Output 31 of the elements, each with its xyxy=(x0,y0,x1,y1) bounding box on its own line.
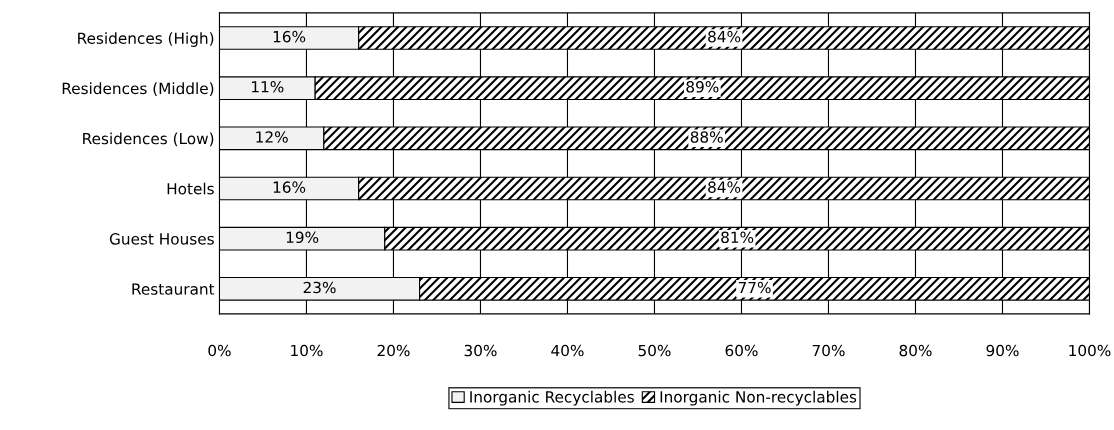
y-tick-label: Hotels xyxy=(167,182,214,195)
legend-label: Inorganic Recyclables xyxy=(470,390,634,406)
y-tick-label: Residences (High) xyxy=(78,32,214,47)
x-tick-label: 50% xyxy=(638,344,671,357)
x-tick-label: 60% xyxy=(725,344,758,357)
data-label: 11% xyxy=(252,81,284,93)
x-tick-label: 70% xyxy=(812,344,845,357)
x-tick-label: 30% xyxy=(464,344,497,357)
y-tick-label: Restaurant xyxy=(132,283,215,295)
y-tick-label: Residences (Middle) xyxy=(62,82,214,96)
data-label: 12% xyxy=(256,131,288,143)
x-tick-label: 20% xyxy=(377,344,410,357)
data-label: 84% xyxy=(708,181,741,193)
data-label: 23% xyxy=(303,281,336,294)
data-label: 16% xyxy=(273,30,306,43)
data-label: 16% xyxy=(273,181,306,193)
data-label: 89% xyxy=(686,81,719,93)
y-tick-label: Residences (Low) xyxy=(83,132,214,147)
data-label: 77% xyxy=(738,281,771,294)
x-tick-label: 90% xyxy=(986,344,1019,357)
data-label: 84% xyxy=(708,30,741,43)
x-tick-label: 80% xyxy=(899,344,932,357)
x-tick-label: 100% xyxy=(1069,344,1111,357)
data-label: 19% xyxy=(286,231,319,244)
x-tick-label: 0% xyxy=(208,344,231,357)
y-tick-label: Guest Houses xyxy=(109,233,214,245)
legend-label: Inorganic Non-recyclables xyxy=(660,390,857,406)
x-tick-label: 40% xyxy=(551,344,584,357)
data-label: 81% xyxy=(721,231,754,244)
data-label: 88% xyxy=(690,131,723,143)
x-tick-label: 10% xyxy=(291,344,323,357)
